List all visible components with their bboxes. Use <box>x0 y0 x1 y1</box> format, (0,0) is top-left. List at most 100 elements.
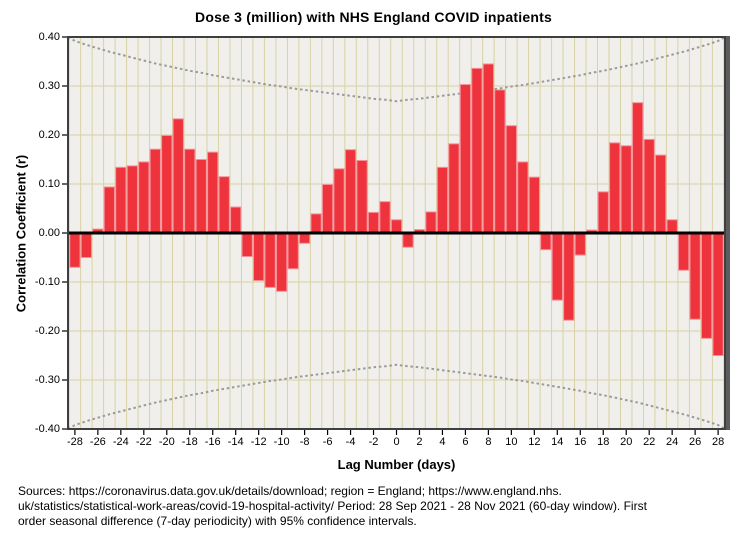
bar-lag-20 <box>620 145 632 234</box>
bar-lag-0 <box>390 219 403 234</box>
x-tick-label: 26 <box>689 436 702 448</box>
x-tick-label: 12 <box>528 436 541 448</box>
x-tick-label: 4 <box>439 436 446 448</box>
y-tick-label: 0.40 <box>38 31 60 43</box>
x-tick-label: 10 <box>505 436 518 448</box>
bar-lag--4 <box>344 149 357 234</box>
y-tick-label: 0.20 <box>38 129 60 141</box>
bar-lag-15 <box>563 232 575 321</box>
y-tick-label: -0.10 <box>34 276 60 288</box>
bar-lag--12 <box>253 232 265 282</box>
bar-lag-9 <box>494 89 506 234</box>
bar-lag--7 <box>310 213 322 234</box>
bar-lag--21 <box>149 148 161 234</box>
x-axis-title: Lag Number (days) <box>337 457 456 472</box>
x-tick-label: -14 <box>227 436 244 448</box>
bar-lag--2 <box>367 211 380 234</box>
lower-confidence-limit-line <box>67 363 726 430</box>
x-tick-label: 20 <box>620 436 633 448</box>
source-note-line: uk/statistics/statistical-work-areas/cov… <box>18 499 647 513</box>
bar-lag--9 <box>287 232 299 270</box>
upper-confidence-limit-line <box>67 36 726 103</box>
bar-lag-6 <box>459 84 472 234</box>
bar-lag-19 <box>609 142 621 234</box>
bar-lag-11 <box>517 161 529 234</box>
source-note: Sources: https://coronavirus.data.gov.uk… <box>18 484 738 529</box>
bar-lag-12 <box>528 176 540 234</box>
x-tick-label: -28 <box>66 436 83 448</box>
x-tick-label: -18 <box>181 436 198 448</box>
bar-lag-23 <box>655 154 667 234</box>
bar-lag--19 <box>172 118 184 234</box>
bar-lag-7 <box>471 67 483 234</box>
bar-lag--8 <box>298 232 311 244</box>
y-tick-label: -0.20 <box>34 325 60 337</box>
y-tick-label: 0.10 <box>38 178 60 190</box>
chart-title: Dose 3 (million) with NHS England COVID … <box>195 9 552 25</box>
bar-lag-10 <box>505 125 518 234</box>
x-tick-label: 0 <box>393 436 400 448</box>
bar-lag-13 <box>540 232 552 251</box>
y-tick-label: 0.00 <box>38 227 60 239</box>
x-tick-label: -2 <box>368 436 379 448</box>
bar-lag--1 <box>379 201 391 234</box>
x-tick-label: 6 <box>462 436 469 448</box>
source-note-line: Sources: https://coronavirus.data.gov.uk… <box>18 484 562 498</box>
plot-area <box>62 36 730 435</box>
x-tick-label: 28 <box>711 436 725 448</box>
bar-lag--23 <box>126 165 138 234</box>
bar-lag--13 <box>241 232 253 258</box>
y-tick-label: 0.30 <box>38 80 60 92</box>
x-tick-label: -26 <box>89 436 106 448</box>
x-tick-label: -8 <box>299 436 310 448</box>
bar-lag-27 <box>700 232 713 339</box>
source-note-line: order seasonal difference (7-day periodi… <box>18 514 417 528</box>
x-tick-label: -16 <box>204 436 221 448</box>
plot-frame-shadow <box>726 36 730 430</box>
bar-lag--5 <box>333 168 345 234</box>
bar-lag--18 <box>184 148 196 234</box>
bar-lag--28 <box>69 232 81 268</box>
bar-lag--6 <box>321 183 334 234</box>
bar-lag--16 <box>207 151 219 234</box>
bar-lag--11 <box>264 232 276 288</box>
x-tick-label: 14 <box>551 436 564 448</box>
y-tick-label: -0.30 <box>34 374 60 386</box>
bar-lag--17 <box>195 159 207 234</box>
bar-lag--27 <box>80 232 93 258</box>
x-tick-label: 18 <box>597 436 610 448</box>
x-tick-label: -24 <box>112 436 129 448</box>
bar-lag-8 <box>482 63 495 234</box>
x-tick-label: -22 <box>135 436 152 448</box>
x-tick-label: -12 <box>250 436 267 448</box>
x-tick-label: 22 <box>643 436 656 448</box>
x-tick-label: 16 <box>574 436 587 448</box>
bar-lag--15 <box>218 176 230 234</box>
x-tick-label: 24 <box>666 436 679 448</box>
bar-lag-24 <box>666 219 678 234</box>
bar-lag--25 <box>103 186 115 234</box>
bar-lag-16 <box>574 232 586 256</box>
y-axis-title: Correlation Coefficient (r) <box>13 154 29 313</box>
bar-lag--22 <box>138 161 150 234</box>
bar-lag--14 <box>230 206 242 234</box>
x-tick-label: -20 <box>158 436 175 448</box>
x-tick-label: 2 <box>416 436 423 448</box>
bar-lag-3 <box>425 211 437 234</box>
bar-lag--10 <box>275 232 288 292</box>
plot-frame <box>67 36 726 430</box>
x-tick-label: 8 <box>485 436 492 448</box>
bar-lag-5 <box>448 143 460 234</box>
x-tick-label: -6 <box>322 436 333 448</box>
bar-lag-22 <box>643 138 655 234</box>
bar-lag-21 <box>632 102 644 234</box>
y-tick-label: -0.40 <box>34 423 60 435</box>
bar-lag-4 <box>436 166 449 234</box>
bar-lag-18 <box>597 191 609 234</box>
x-tick-label: -10 <box>273 436 290 448</box>
bar-lag--3 <box>356 159 368 234</box>
bar-lag-14 <box>551 232 563 301</box>
bar-lag-28 <box>712 232 724 356</box>
bar-lag-25 <box>678 232 690 271</box>
